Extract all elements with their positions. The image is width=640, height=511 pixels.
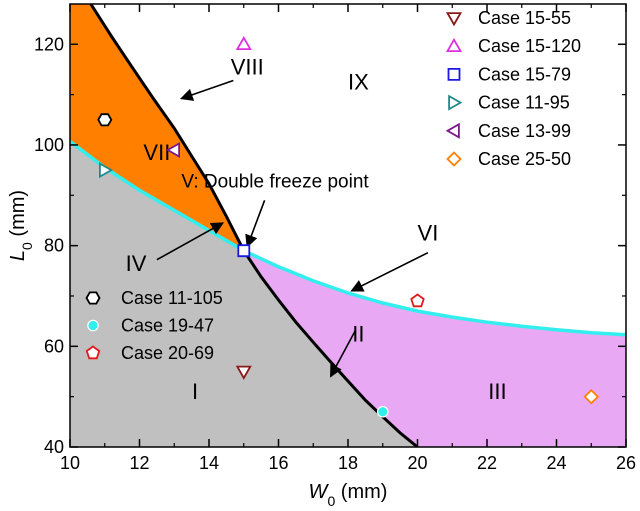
data-point-case-11-95 <box>99 162 114 179</box>
x-tick-label: 22 <box>477 453 497 473</box>
x-axis-label: W0 (mm) <box>309 481 388 506</box>
x-tick-label: 16 <box>268 453 288 473</box>
curve-IV-VI <box>70 140 626 337</box>
x-tick-label: 24 <box>546 453 566 473</box>
annotation-arrow-VIII <box>179 79 234 101</box>
y-tick-label: 80 <box>44 236 64 256</box>
annotation-arrow-VI <box>350 251 429 292</box>
legend-right-marker <box>448 94 463 111</box>
data-point-case-15-55 <box>235 365 252 380</box>
data-point-case-13-99 <box>165 141 181 159</box>
legend-left-label: Case 19-47 <box>121 316 214 336</box>
legend-right-marker <box>445 122 460 139</box>
legend-right-marker <box>445 37 463 52</box>
legend-left-label: Case 20-69 <box>121 343 214 363</box>
region-VII-fill <box>70 4 244 251</box>
legend-right-label: Case 25-50 <box>478 149 571 169</box>
region-label-III: III <box>488 379 506 404</box>
y-axis-label: L0 (mm) <box>7 190 35 261</box>
data-point-case-25-50 <box>583 388 600 405</box>
legend-right-label: Case 15-79 <box>478 64 571 84</box>
region-label-VIII: VIII <box>231 54 264 79</box>
legend-right-marker <box>446 151 462 167</box>
legend-right-label: Case 15-120 <box>478 36 581 56</box>
legend-right-label: Case 15-55 <box>478 8 571 28</box>
y-tick-label: 100 <box>34 135 64 155</box>
legend-right-label: Case 11-95 <box>478 93 570 113</box>
x-tick-label: 20 <box>407 453 427 473</box>
data-point-case-19-47 <box>376 405 389 418</box>
double-freeze-label: V: Double freeze point <box>181 172 369 193</box>
legend-left-marker <box>85 345 101 360</box>
region-III-fill <box>243 250 626 447</box>
y-tick-label: 40 <box>44 437 64 457</box>
legend-left-marker <box>87 319 99 332</box>
annotation-arrow-double <box>245 200 266 248</box>
x-tick-label: 10 <box>60 453 80 473</box>
annotation-arrow-IV <box>156 222 225 261</box>
x-tick-label: 18 <box>338 453 358 473</box>
region-label-IV: IV <box>126 251 147 276</box>
annotation-arrow-II <box>329 330 356 378</box>
x-tick-label: 12 <box>129 453 149 473</box>
x-tick-label: 26 <box>616 453 636 473</box>
y-tick-label: 60 <box>44 336 64 356</box>
region-label-I: I <box>192 379 198 404</box>
legend-right-marker <box>447 68 461 81</box>
data-point-case-11-105 <box>97 113 113 127</box>
legend-right-marker <box>445 12 463 27</box>
legend-right-label: Case 13-99 <box>478 121 571 141</box>
data-point-case-15-120 <box>235 35 252 50</box>
region-label-IX: IX <box>348 70 369 95</box>
legend-left-label: Case 11-105 <box>121 288 223 308</box>
region-label-VI: VI <box>418 221 439 246</box>
data-point-case-20-69 <box>410 293 425 308</box>
legend-left-marker <box>85 291 101 305</box>
region-label-II: II <box>352 321 364 346</box>
data-point-case-15-79 <box>237 244 251 258</box>
region-label-VII: VII <box>143 140 170 165</box>
y-tick-label: 120 <box>34 34 64 54</box>
curve-VIII-II <box>89 4 419 447</box>
x-tick-label: 14 <box>199 453 219 473</box>
